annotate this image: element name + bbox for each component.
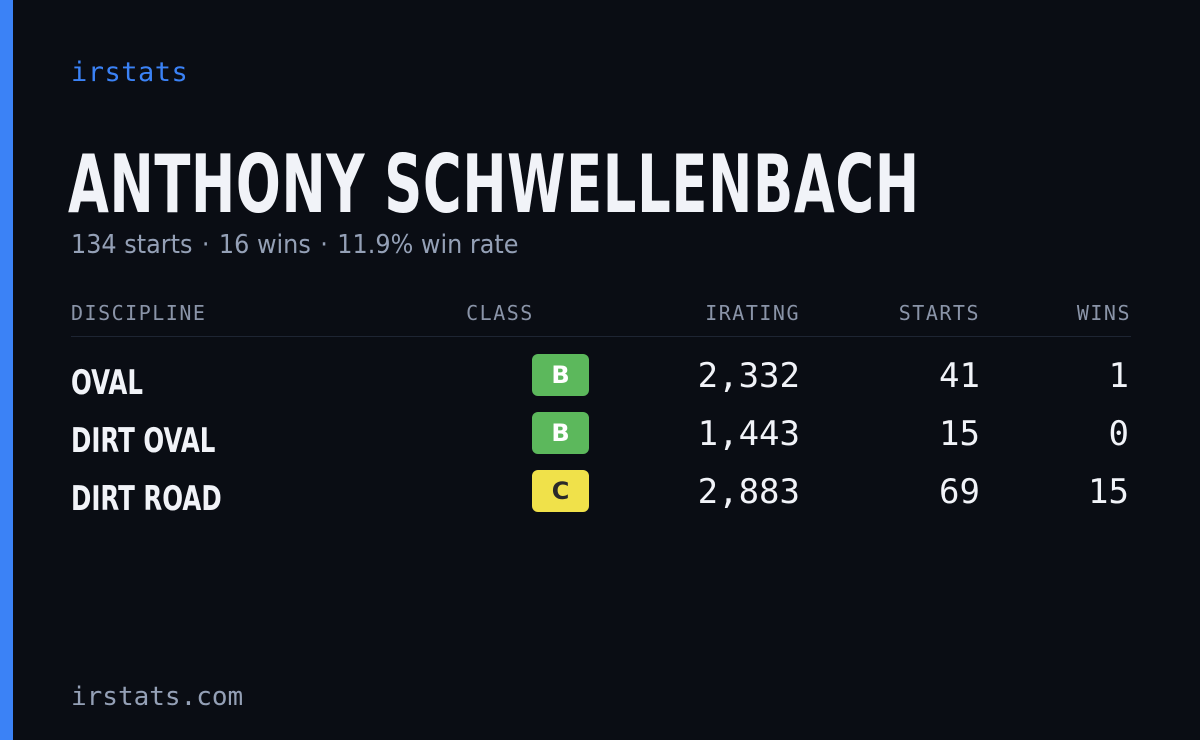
class-badge: B	[532, 354, 589, 396]
driver-summary: 134 starts · 16 wins · 11.9% win rate	[71, 229, 518, 261]
starts-cell: 41	[939, 356, 980, 396]
table-row: DIRT OVAL B 1,443 15 0	[71, 411, 1131, 469]
brand-logo: irstats	[71, 57, 189, 88]
wins-cell: 1	[1108, 356, 1129, 396]
stats-table: DISCIPLINE CLASS IRATING STARTS WINS OVA…	[71, 298, 1131, 519]
class-badge: B	[532, 412, 589, 454]
discipline-cell: OVAL	[71, 363, 143, 403]
class-badge: C	[532, 470, 589, 512]
irating-cell: 2,332	[697, 356, 800, 396]
table-body: OVAL B 2,332 41 1 DIRT OVAL B 1,443 15 0…	[71, 353, 1131, 527]
header-wins: WINS	[1076, 301, 1131, 325]
table-header: DISCIPLINE CLASS IRATING STARTS WINS	[71, 298, 1131, 337]
table-row: OVAL B 2,332 41 1	[71, 353, 1131, 411]
summary-win-rate: 11.9% win rate	[337, 230, 519, 260]
header-class: CLASS	[466, 301, 534, 325]
header-starts: STARTS	[898, 301, 980, 325]
accent-bar	[0, 0, 13, 740]
discipline-cell: DIRT ROAD	[71, 479, 222, 519]
starts-cell: 15	[939, 414, 980, 454]
summary-separator: ·	[201, 230, 210, 260]
summary-separator: ·	[320, 230, 328, 260]
discipline-cell: DIRT OVAL	[71, 421, 216, 461]
footer-domain: irstats.com	[71, 682, 244, 712]
driver-name: ANTHONY SCHWELLENBACH	[68, 138, 920, 231]
table-row: DIRT ROAD C 2,883 69 15	[71, 469, 1131, 527]
wins-cell: 15	[1088, 472, 1129, 512]
summary-wins: 16 wins	[218, 230, 311, 260]
header-discipline: DISCIPLINE	[71, 301, 207, 325]
summary-starts: 134 starts	[71, 230, 193, 260]
irating-cell: 1,443	[697, 414, 800, 454]
header-irating: IRATING	[705, 301, 800, 325]
wins-cell: 0	[1108, 414, 1129, 454]
starts-cell: 69	[939, 472, 980, 512]
irating-cell: 2,883	[697, 472, 800, 512]
